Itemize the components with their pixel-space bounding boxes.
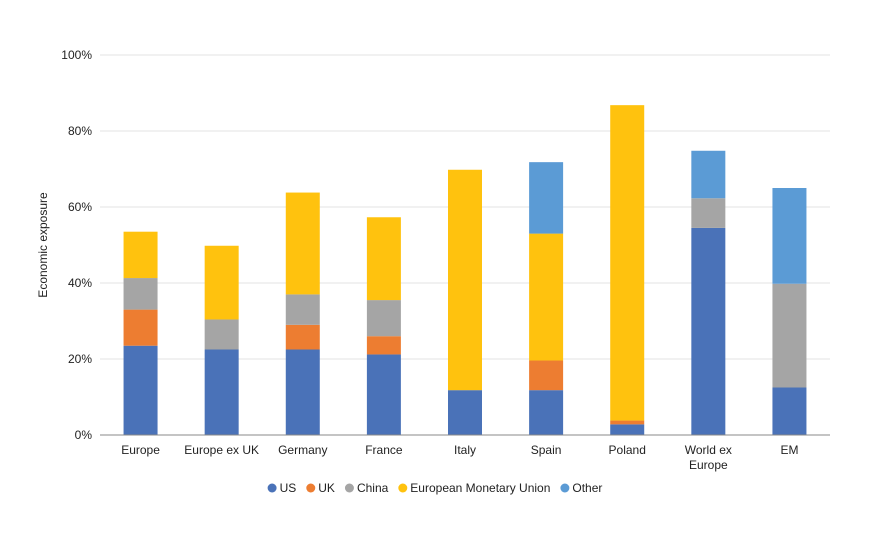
legend: US UK China European Monetary Union Other	[267, 481, 602, 495]
legend-marker	[306, 483, 316, 493]
x-tick-label: Europe ex UK	[184, 443, 259, 457]
bar-segment-us	[204, 349, 239, 435]
bar-segment-european-monetary-union	[529, 233, 564, 361]
bar-segment-us	[448, 390, 482, 435]
x-tick-label: France	[365, 443, 403, 457]
legend-marker	[344, 483, 354, 493]
bar-segment-us	[285, 349, 320, 435]
bar-segment-european-monetary-union	[123, 231, 158, 279]
x-tick-label: Europe	[121, 443, 160, 457]
legend-label: China	[357, 481, 389, 495]
x-tick-label: Italy	[454, 443, 476, 457]
y-tick-label: 0%	[75, 428, 93, 442]
bar-segment-china	[204, 319, 239, 350]
legend-label: US	[280, 481, 297, 495]
x-tick-label: Germany	[278, 443, 327, 457]
bar-segment-uk	[529, 360, 564, 391]
legend-marker	[398, 483, 408, 493]
legend-marker	[267, 483, 277, 493]
bar-segment-uk	[123, 309, 158, 346]
bar-segment-china	[772, 283, 807, 388]
bar-segment-china	[366, 300, 401, 337]
bar-segment-uk	[610, 420, 645, 425]
bar-segment-us	[529, 390, 564, 435]
bar-segment-us	[691, 227, 726, 435]
y-tick-label: 80%	[68, 124, 92, 138]
x-tick-label: World ex	[685, 443, 732, 457]
bar-segment-european-monetary-union	[610, 105, 645, 421]
x-tick-label: Europe	[689, 458, 728, 472]
legend-marker	[560, 483, 570, 493]
bar-segment-european-monetary-union	[448, 169, 482, 391]
y-axis-title: Economic exposure	[36, 192, 50, 298]
bar-segment-us	[772, 387, 807, 435]
y-axis-ticks: 0% 20% 40% 60% 80% 100%	[61, 48, 92, 442]
y-tick-label: 60%	[68, 200, 92, 214]
y-tick-label: 40%	[68, 276, 92, 290]
bar-segment-other	[691, 150, 726, 199]
bar-segment-other	[529, 162, 564, 234]
y-tick-label: 20%	[68, 352, 92, 366]
bar-segment-us	[610, 424, 645, 435]
bar-segment-other	[772, 188, 807, 284]
bar-segment-european-monetary-union	[366, 217, 401, 301]
bar-segment-european-monetary-union	[204, 245, 239, 320]
bar-segment-china	[691, 198, 726, 228]
bar-segment-china	[285, 294, 320, 325]
x-tick-label: Poland	[609, 443, 646, 457]
bar-segment-china	[123, 278, 158, 310]
bar-segment-european-monetary-union	[285, 192, 320, 295]
legend-label: European Monetary Union	[410, 481, 550, 495]
bar-segment-us	[366, 354, 401, 435]
bar-segment-uk	[366, 336, 401, 355]
legend-label: UK	[318, 481, 335, 495]
bar-segment-us	[123, 345, 158, 435]
bars	[123, 105, 807, 435]
x-tick-label: Spain	[531, 443, 562, 457]
y-tick-label: 100%	[61, 48, 92, 62]
x-axis-ticks: Europe Europe ex UK Germany France Italy Spai…	[121, 443, 798, 472]
bar-segment-uk	[285, 324, 320, 350]
legend-label: Other	[572, 481, 602, 495]
x-tick-label: EM	[780, 443, 798, 457]
